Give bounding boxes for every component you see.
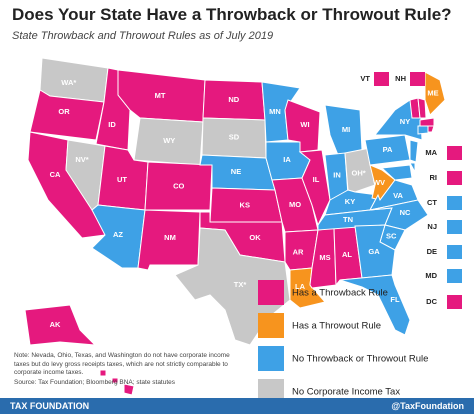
state-shape [417, 97, 427, 119]
legend-label: No Corporate Income Tax [292, 387, 400, 398]
state-label: OH* [352, 169, 366, 178]
state-label: CT [427, 198, 437, 207]
legend-label: No Throwback or Throwout Rule [292, 354, 428, 365]
state-label: MT [155, 91, 166, 100]
state-label: ID [108, 120, 116, 129]
state-callout [447, 245, 462, 259]
footer: TAX FOUNDATION @TaxFoundation [0, 398, 474, 414]
state-label: VT [360, 74, 370, 83]
state-shape [409, 162, 416, 174]
state-shape [24, 304, 97, 346]
state-label: MA [425, 148, 437, 157]
source: Source: Tax Foundation; Bloomberg BNA; s… [14, 379, 176, 386]
note: Note: Nevada, Ohio, Texas, and Washingto… [14, 352, 230, 376]
state-label: KY [345, 197, 355, 206]
state-label: NM [164, 233, 176, 242]
state-label: AZ [113, 230, 123, 239]
state-label: IL [313, 175, 320, 184]
state-shape [427, 125, 435, 133]
state-callout [447, 295, 462, 309]
state-label: OR [58, 107, 70, 116]
state-shape [409, 139, 419, 163]
state-label: OK [249, 233, 261, 242]
state-label: HI [124, 363, 132, 372]
state-shape [298, 149, 331, 227]
state-label: AR [293, 247, 304, 256]
state-callout [447, 146, 462, 160]
state-label: NC [400, 208, 411, 217]
state-label: PA [383, 145, 393, 154]
state-label: SC [386, 232, 397, 241]
state-callout [447, 171, 462, 185]
state-label: RI [430, 173, 438, 182]
state-label: LA [295, 282, 306, 291]
state-label: NE [231, 167, 241, 176]
state-label: IN [333, 171, 341, 180]
state-label: IA [283, 155, 291, 164]
state-callout [410, 72, 425, 86]
state-label: NJ [427, 222, 437, 231]
state-callout [447, 196, 462, 210]
state-label: NH [395, 74, 406, 83]
state-shape [99, 369, 107, 377]
state-label: KS [240, 200, 250, 209]
state-label: MO [289, 200, 301, 209]
state-label: NY [400, 117, 410, 126]
state-label: ME [427, 88, 438, 97]
state-label: MS [319, 253, 330, 262]
state-label: WA* [61, 78, 76, 87]
state-label: UT [117, 175, 127, 184]
state-shape [419, 117, 435, 127]
state-shape [111, 377, 119, 384]
title: Does Your State Have a Throwback or Thro… [12, 5, 452, 24]
state-shape [424, 71, 446, 116]
state-shape [123, 383, 135, 396]
state-label: GA [368, 247, 380, 256]
state-label: DE [427, 247, 437, 256]
state-label: CO [173, 182, 184, 191]
footer-brand: TAX FOUNDATION [10, 401, 90, 411]
legend-label: Has a Throwout Rule [292, 321, 381, 332]
state-label: MN [269, 107, 281, 116]
state-label: VA [393, 191, 403, 200]
state-callout [447, 269, 462, 283]
state-label: FL [390, 295, 400, 304]
legend-swatch [258, 346, 284, 371]
state-label: NV* [75, 155, 88, 164]
state-callout [374, 72, 389, 86]
state-label: ND [228, 95, 239, 104]
state-label: AL [342, 250, 352, 259]
state-label: CA [50, 170, 61, 179]
state-shape [373, 97, 423, 141]
subtitle: State Throwback and Throwout Rules as of… [12, 30, 274, 42]
state-label: TN [343, 215, 353, 224]
state-label: SD [229, 133, 240, 142]
state-shape [339, 274, 411, 336]
footer-handle: @TaxFoundation [391, 401, 464, 411]
state-label: MD [425, 271, 437, 280]
state-shape [344, 147, 376, 193]
state-label: WY [163, 136, 175, 145]
state-label: AK [50, 320, 61, 329]
state-callout [447, 220, 462, 234]
legend-swatch [258, 280, 284, 305]
state-label: WV [373, 178, 385, 187]
state-shape [284, 99, 321, 153]
state-label: MI [342, 125, 350, 134]
state-label: DC [426, 297, 437, 306]
state-label: TX* [234, 280, 247, 289]
state-shape [417, 125, 429, 135]
legend-swatch [258, 313, 284, 338]
legend-label: Has a Throwback Rule [292, 288, 388, 299]
state-shape [144, 161, 213, 211]
state-label: WI [300, 120, 309, 129]
state-shape [380, 164, 413, 181]
